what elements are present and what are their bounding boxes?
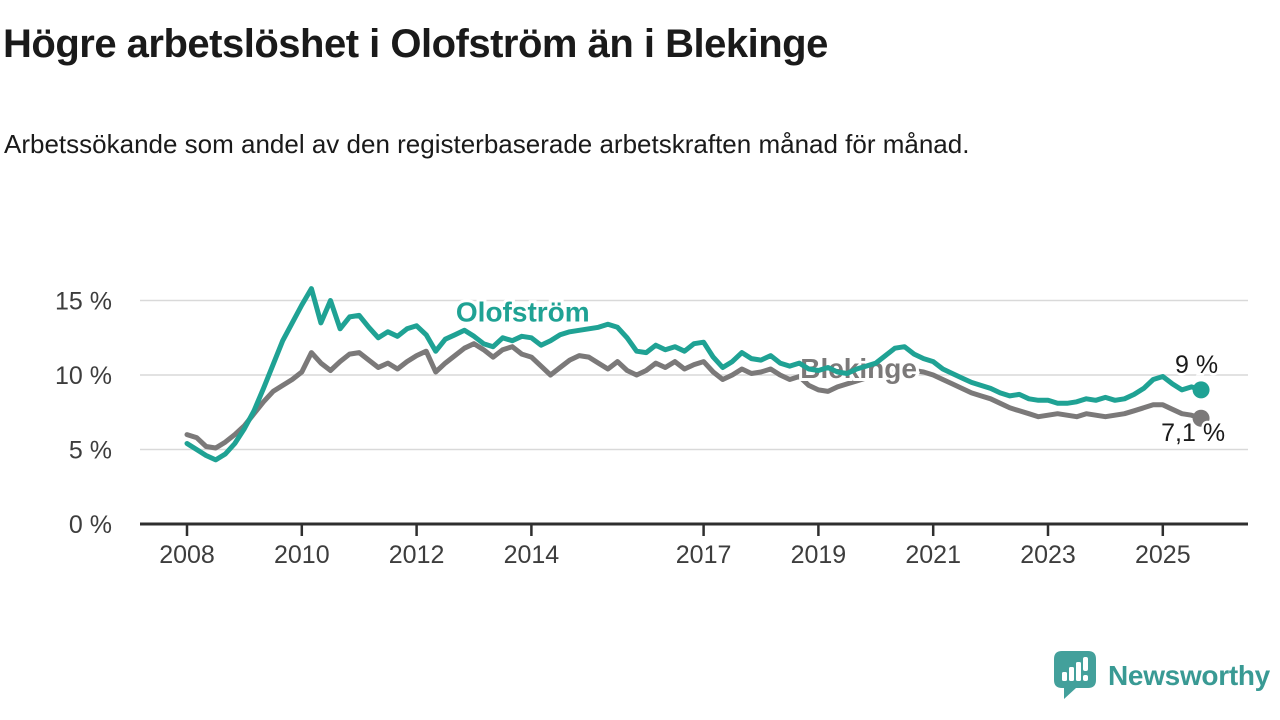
- page-title: Högre arbetslöshet i Olofström än i Blek…: [3, 22, 828, 66]
- x-tick-label: 2019: [791, 541, 847, 569]
- series-end-value-label: 9 %: [1175, 351, 1218, 379]
- y-tick-label: 15 %: [55, 288, 112, 316]
- series-end-dot-olofström: [1192, 381, 1210, 399]
- y-tick-label: 10 %: [55, 362, 112, 390]
- series-end-dot-blekinge: [1192, 409, 1210, 427]
- x-tick-label: 2014: [504, 541, 560, 569]
- newsworthy-logo-icon: [1054, 651, 1096, 699]
- x-tick-label: 2012: [389, 541, 445, 569]
- y-tick-label: 0 %: [69, 511, 112, 539]
- series-annotation-olofström: Olofström: [456, 296, 590, 327]
- x-tick-label: 2025: [1135, 541, 1191, 569]
- newsworthy-brand: Newsworthy: [1052, 650, 1270, 702]
- x-tick-label: 2017: [676, 541, 732, 569]
- x-tick-label: 2010: [274, 541, 330, 569]
- x-tick-label: 2008: [159, 541, 215, 569]
- series-end-value-label: 7,1 %: [1161, 419, 1225, 447]
- series-line-blekinge: [184, 341, 1204, 451]
- chart-subtitle: Arbetssökande som andel av den registerb…: [4, 129, 970, 159]
- x-tick-label: 2021: [905, 541, 961, 569]
- series-line-olofström: [184, 286, 1204, 463]
- x-tick-label: 2023: [1020, 541, 1076, 569]
- newsworthy-logo-text: Newsworthy: [1108, 660, 1270, 691]
- y-tick-label: 5 %: [69, 437, 112, 465]
